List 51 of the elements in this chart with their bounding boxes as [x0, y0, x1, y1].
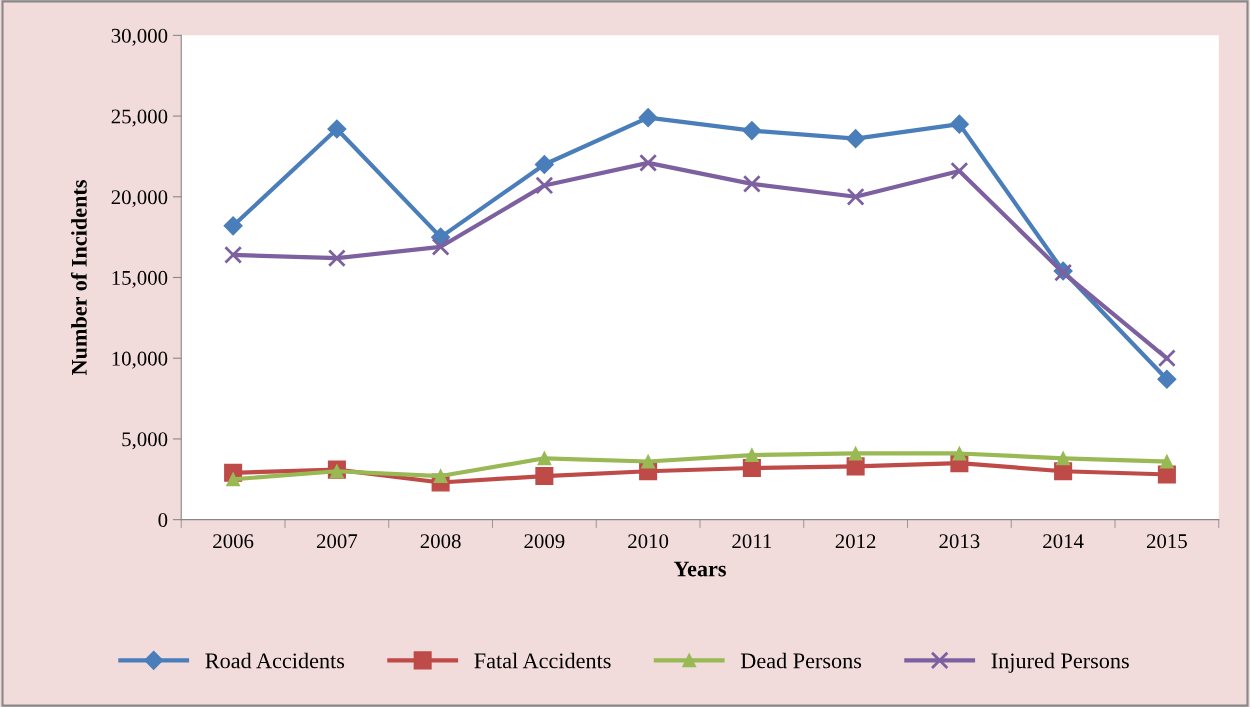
point — [1157, 349, 1176, 368]
point — [327, 249, 346, 268]
point — [846, 129, 866, 149]
y-axis-title: Number of Incidents — [70, 180, 87, 376]
legend-label: Injured Persons — [991, 652, 1129, 673]
point — [950, 161, 969, 180]
x-tick-label: 2010 — [628, 534, 669, 549]
point — [639, 153, 658, 172]
x-tick-label: 2014 — [1043, 534, 1084, 549]
point — [952, 446, 967, 461]
point — [848, 446, 863, 461]
point — [742, 121, 762, 141]
point — [431, 237, 450, 256]
legend-label: Road Accidents — [205, 652, 345, 669]
y-tick-label: 0 — [158, 513, 168, 528]
point — [223, 216, 243, 236]
point — [535, 176, 554, 195]
y-tick-label: 15,000 — [112, 270, 168, 288]
x-tick-label: 2011 — [732, 534, 772, 549]
point — [537, 451, 552, 466]
legend-label: Dead Persons — [740, 652, 862, 669]
y-tick-label: 20,000 — [111, 190, 168, 208]
y-tick-label: 25,000 — [111, 109, 168, 127]
point — [846, 187, 865, 206]
point — [329, 464, 344, 479]
point — [226, 472, 241, 487]
point — [327, 119, 347, 139]
point — [534, 154, 554, 175]
x-tick-label: 2008 — [420, 534, 461, 549]
x-tick-label: 2009 — [524, 534, 565, 549]
point — [744, 448, 759, 463]
y-tick-label: 10,000 — [112, 351, 168, 369]
point — [638, 108, 658, 128]
point — [433, 469, 448, 484]
point — [742, 174, 761, 193]
point — [1056, 451, 1071, 466]
x-tick-label: 2013 — [939, 534, 980, 549]
x-tick-label: 2012 — [835, 534, 876, 549]
point — [1157, 369, 1177, 389]
x-tick-label: 2015 — [1146, 534, 1187, 549]
x-tick-label: 2007 — [316, 534, 358, 549]
y-tick-label: 30,000 — [111, 28, 168, 46]
x-axis-title: Years — [673, 561, 726, 577]
x-tick-label: 2006 — [213, 534, 254, 549]
point — [641, 454, 656, 469]
legend-label: Fatal Accidents — [474, 652, 611, 669]
point — [949, 114, 969, 134]
point — [1159, 454, 1174, 469]
y-tick-label: 5,000 — [122, 432, 168, 450]
point — [535, 467, 554, 486]
point — [224, 245, 243, 264]
